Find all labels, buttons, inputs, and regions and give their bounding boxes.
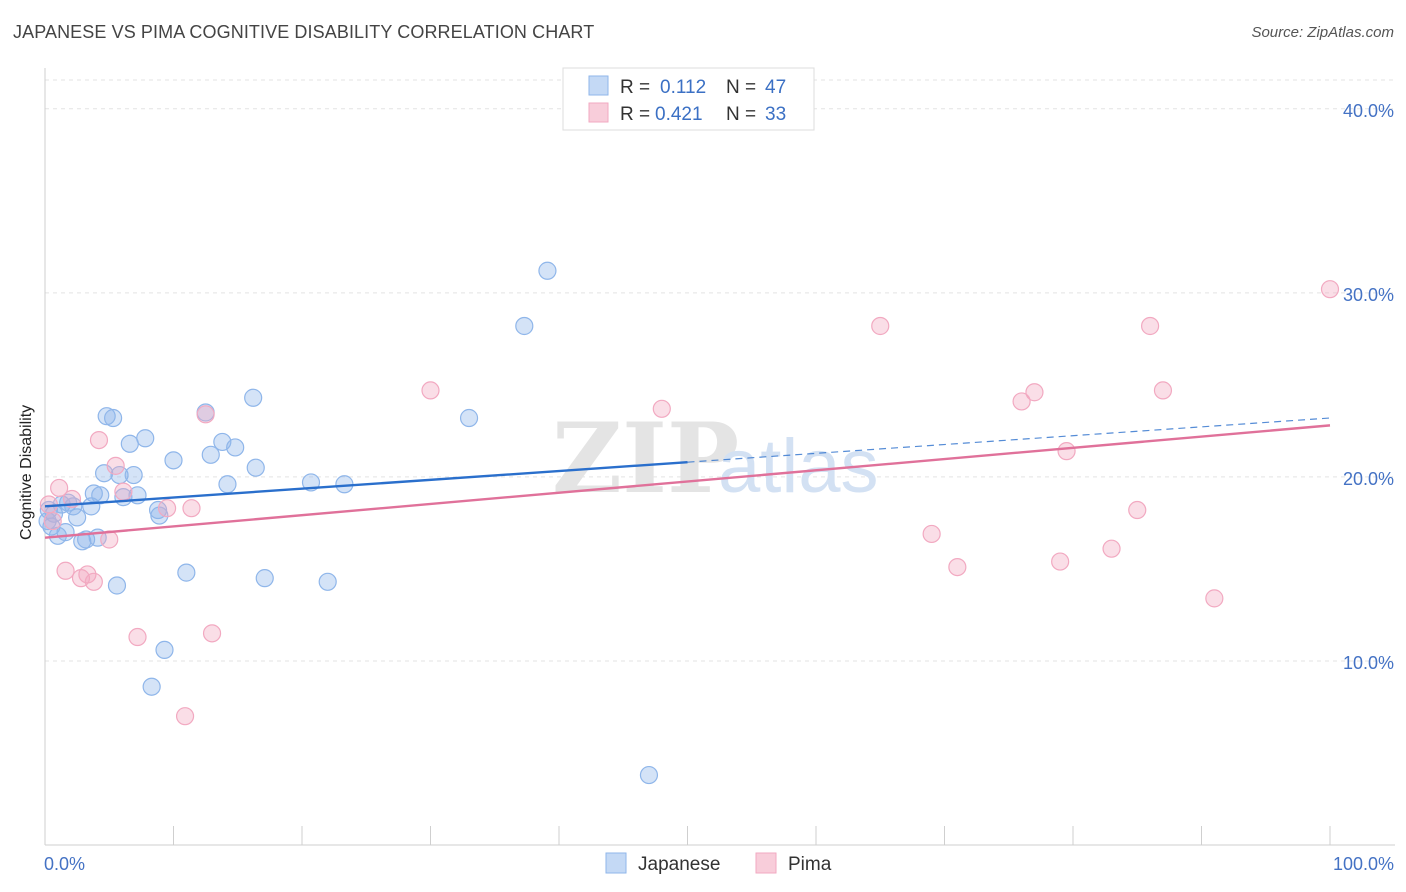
point-japanese-18	[104, 408, 123, 428]
point-japanese-17	[97, 407, 116, 426]
data-points	[38, 261, 1340, 785]
point-japanese-38	[246, 458, 265, 477]
legend-r-label-pima: R =	[620, 104, 650, 125]
point-pima-4	[56, 561, 75, 580]
point-japanese-25	[136, 429, 155, 448]
point-pima-25	[1025, 383, 1044, 402]
point-pima-32	[1205, 589, 1224, 608]
point-pima-11	[106, 456, 125, 475]
point-pima-18	[202, 624, 222, 643]
point-pima-20	[652, 399, 671, 418]
point-pima-24	[1012, 392, 1031, 411]
point-pima-22	[922, 524, 941, 544]
point-japanese-41	[318, 572, 337, 591]
point-japanese-37	[244, 388, 263, 407]
series-legend: Japanese Pima	[605, 852, 832, 875]
chart-title: JAPANESE VS PIMA COGNITIVE DISABILITY CO…	[13, 22, 595, 42]
legend-swatch-japanese	[588, 75, 609, 96]
series-legend-swatch-japanese	[605, 852, 627, 874]
point-pima-16	[182, 499, 201, 518]
point-japanese-36	[226, 438, 245, 457]
x-tick-label-max: 100.0%	[1333, 854, 1394, 874]
point-pima-7	[78, 565, 97, 584]
point-pima-33	[1320, 280, 1340, 299]
legend-n-label-pima: N =	[726, 104, 756, 125]
point-pima-14	[157, 499, 177, 518]
y-tick-label-3: 30.0%	[1343, 285, 1394, 305]
legend-r-label-japanese: R =	[620, 77, 650, 98]
legend-n-value-pima: 33	[765, 104, 786, 125]
point-japanese-22	[120, 434, 139, 453]
point-japanese-9	[68, 508, 87, 527]
point-pima-23	[948, 557, 967, 577]
point-japanese-33	[201, 445, 220, 464]
grid-lines	[45, 79, 1395, 662]
point-pima-28	[1102, 539, 1121, 558]
point-pima-3	[50, 478, 69, 498]
legend-r-value-japanese: 0.112	[660, 77, 706, 98]
point-japanese-26	[142, 677, 161, 696]
point-pima-31	[1153, 381, 1173, 400]
legend-swatch-pima	[588, 102, 609, 123]
point-pima-15	[175, 707, 195, 726]
x-tick-label-min: 0.0%	[44, 854, 85, 874]
point-pima-26	[1051, 552, 1070, 571]
point-japanese-43	[459, 408, 479, 428]
point-japanese-31	[177, 563, 196, 582]
point-japanese-19	[107, 576, 127, 595]
point-japanese-15	[91, 486, 110, 505]
point-pima-30	[1140, 316, 1160, 336]
y-tick-label-4: 40.0%	[1343, 101, 1394, 121]
point-japanese-45	[538, 261, 557, 280]
point-japanese-30	[164, 451, 183, 470]
point-japanese-39	[255, 569, 274, 588]
y-tick-labels: 10.0% 20.0% 30.0% 40.0%	[1343, 101, 1394, 673]
point-japanese-8	[64, 497, 83, 516]
series-pima-points	[39, 280, 1340, 726]
x-ticks	[44, 826, 1331, 845]
point-japanese-44	[515, 316, 534, 336]
series-legend-label-pima: Pima	[788, 854, 832, 875]
point-pima-19	[421, 381, 440, 400]
series-legend-swatch-pima	[755, 852, 777, 874]
trend-line-pima	[44, 424, 1331, 539]
trend-line-japanese	[44, 460, 688, 508]
watermark: ZIP atlas	[552, 402, 879, 515]
point-japanese-29	[155, 640, 174, 660]
point-pima-27	[1057, 442, 1076, 461]
axes	[44, 68, 1395, 846]
y-tick-label-1: 10.0%	[1343, 653, 1394, 673]
point-pima-13	[128, 627, 147, 647]
series-japanese-points	[38, 261, 659, 785]
point-japanese-28	[150, 506, 169, 525]
series-legend-label-japanese: Japanese	[638, 854, 720, 875]
watermark-zip: ZIP	[552, 402, 739, 515]
point-pima-17	[196, 405, 215, 424]
point-pima-8	[84, 572, 103, 591]
trend-lines	[44, 417, 1331, 539]
legend-n-value-japanese: 47	[765, 77, 786, 98]
point-pima-9	[89, 430, 109, 450]
point-japanese-46	[639, 765, 659, 785]
legend-r-value-pima: 0.421	[655, 104, 703, 125]
point-pima-21	[871, 316, 890, 336]
legend-n-label-japanese: N =	[726, 77, 756, 98]
chart-source: Source: ZipAtlas.com	[1251, 24, 1394, 41]
point-pima-2	[43, 511, 62, 531]
point-japanese-23	[124, 465, 143, 485]
point-japanese-35	[218, 475, 237, 494]
stats-legend: R = 0.112 N = 47 R = 0.421 N = 33	[562, 67, 815, 131]
point-pima-12	[114, 482, 133, 501]
point-pima-29	[1128, 500, 1147, 520]
y-tick-label-2: 20.0%	[1343, 469, 1394, 489]
